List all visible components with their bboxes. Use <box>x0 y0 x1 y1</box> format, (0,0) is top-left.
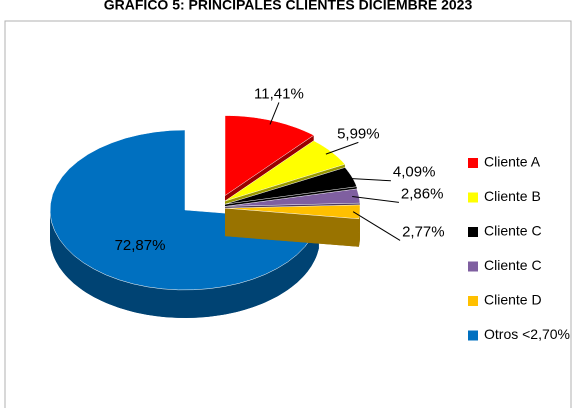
leader-line <box>325 141 359 155</box>
legend-swatch <box>468 158 478 168</box>
leader-line <box>352 196 399 203</box>
leader-line <box>352 211 401 241</box>
legend-label: Cliente D <box>484 292 542 308</box>
legend-label: Cliente C <box>484 257 542 273</box>
data-label: 4,09% <box>393 164 436 181</box>
slice-wall <box>225 208 359 247</box>
data-label: 2,77% <box>402 223 445 240</box>
data-label: 72,87% <box>115 237 166 254</box>
legend-label: Cliente C <box>484 223 542 239</box>
legend-label: Cliente A <box>484 154 541 170</box>
data-label: 5,99% <box>337 125 380 142</box>
slice-side <box>50 210 319 318</box>
slice <box>224 204 361 220</box>
slice <box>224 140 346 202</box>
leader-line <box>345 177 391 182</box>
slice <box>224 115 315 197</box>
legend-label: Otros <2,70% <box>484 326 570 342</box>
legend-swatch <box>468 192 478 203</box>
legend-swatch <box>468 261 478 272</box>
legend-label: Cliente B <box>484 188 541 204</box>
data-label: 11,41% <box>254 85 304 102</box>
leader-line <box>269 102 280 125</box>
data-label: 2,86% <box>401 185 444 202</box>
slice <box>224 188 361 207</box>
slice <box>224 167 358 205</box>
legend-swatch <box>468 296 478 306</box>
slice <box>49 129 320 291</box>
legend-swatch <box>468 330 478 341</box>
legend-swatch <box>468 227 478 237</box>
chart-title: GRAFICO 5: PRINCIPALES CLIENTES DICIEMBR… <box>104 0 473 13</box>
